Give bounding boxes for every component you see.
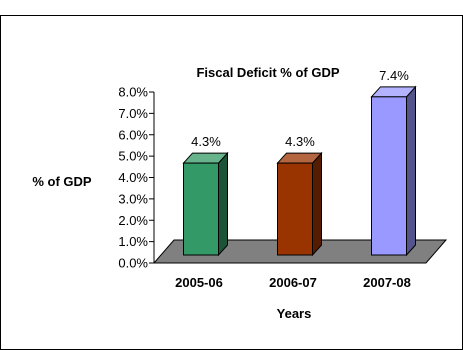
- y-tick-label: 4.0%: [118, 170, 148, 185]
- y-tick-label: 0.0%: [118, 256, 148, 271]
- x-tick-label-2005-06: 2005-06: [175, 275, 223, 290]
- y-tick-label: 5.0%: [118, 149, 148, 164]
- x-axis-tick-labels: 2005-06 2006-07 2007-08: [175, 275, 411, 290]
- y-tick-label: 6.0%: [118, 127, 148, 142]
- data-label-2005-06: 4.3%: [191, 134, 221, 149]
- bar-2006-07: [277, 162, 313, 256]
- y-axis-ticks: 0.0% 1.0% 2.0% 3.0% 4.0% 5.0% 6.0% 7.0% 8.0%: [118, 85, 154, 271]
- chart-title: Fiscal Deficit % of GDP: [196, 65, 339, 80]
- bar-side-2006-07: [312, 151, 322, 257]
- bar-side-2007-08: [406, 85, 416, 257]
- y-tick-label: 7.0%: [118, 106, 148, 121]
- y-tick-label: 8.0%: [118, 85, 148, 100]
- x-tick-label-2007-08: 2007-08: [363, 275, 411, 290]
- bar-series: 4.3% 4.3% 7.4%: [182, 68, 417, 257]
- x-axis-label: Years: [277, 306, 312, 321]
- bar-2005-06: [183, 162, 219, 256]
- data-label-2007-08: 7.4%: [379, 68, 409, 83]
- bar-side-2005-06: [218, 151, 228, 257]
- y-tick-label: 3.0%: [118, 191, 148, 206]
- x-tick-label-2006-07: 2006-07: [269, 275, 317, 290]
- y-tick-label: 1.0%: [118, 234, 148, 249]
- y-axis-label: % of GDP: [32, 174, 92, 189]
- bar-2007-08: [371, 96, 407, 256]
- data-label-2006-07: 4.3%: [285, 134, 315, 149]
- y-tick-label: 2.0%: [118, 213, 148, 228]
